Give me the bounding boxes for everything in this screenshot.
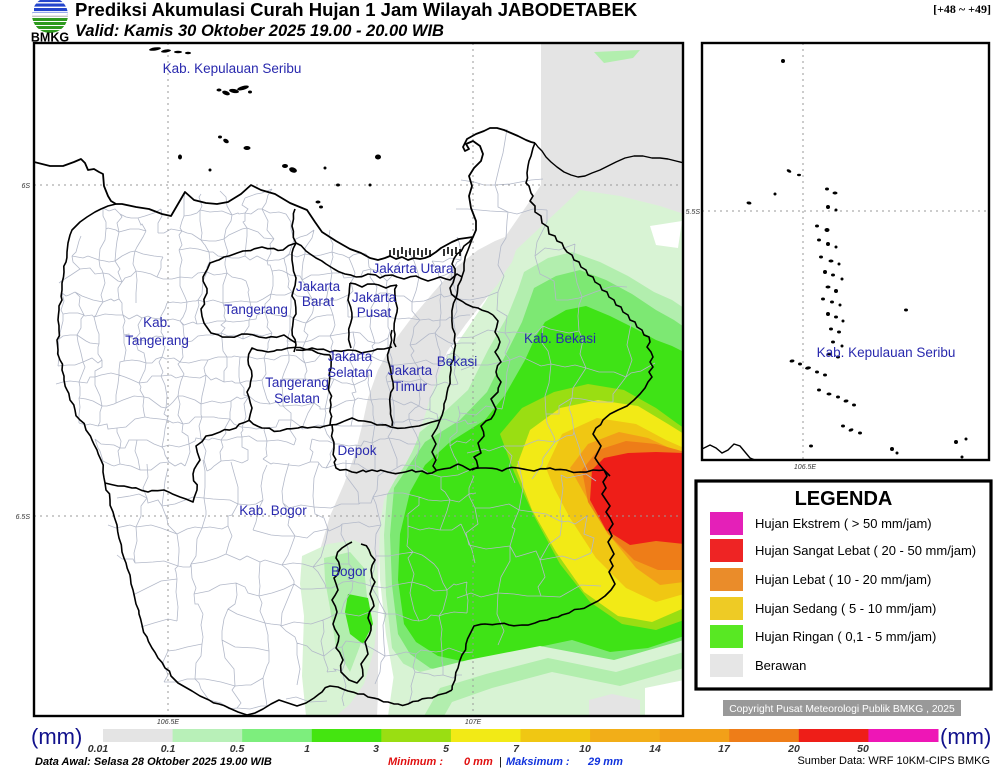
svg-text:Jakarta: Jakarta (352, 290, 397, 305)
svg-text:LEGENDA: LEGENDA (795, 488, 893, 510)
svg-text:BMKG: BMKG (31, 31, 69, 45)
svg-text:106.5E: 106.5E (794, 464, 817, 471)
svg-text:0.01: 0.01 (88, 743, 109, 755)
svg-text:1: 1 (304, 743, 310, 755)
svg-text:Kab. Bekasi: Kab. Bekasi (524, 331, 596, 346)
svg-text:10: 10 (579, 743, 591, 755)
svg-text:Jakarta: Jakarta (328, 349, 373, 364)
svg-text:Kab. Bogor: Kab. Bogor (239, 503, 307, 518)
svg-text:[+48 ~ +49]: [+48 ~ +49] (933, 2, 991, 16)
svg-text:(mm): (mm) (940, 724, 991, 749)
svg-text:Copyright Pusat Meteorologi Pu: Copyright Pusat Meteorologi Publik BMKG … (729, 704, 955, 715)
svg-text:|: | (499, 756, 502, 768)
svg-text:Kab. Kepulauan Seribu: Kab. Kepulauan Seribu (163, 61, 302, 76)
svg-text:Sumber Data: WRF 10KM-CIPS BMK: Sumber Data: WRF 10KM-CIPS BMKG (797, 755, 990, 767)
svg-text:29 mm: 29 mm (587, 756, 623, 768)
svg-text:Tangerang: Tangerang (224, 302, 288, 317)
svg-text:7: 7 (513, 743, 520, 755)
svg-text:Barat: Barat (302, 294, 335, 309)
svg-text:Tangerang: Tangerang (125, 333, 189, 348)
svg-text:107E: 107E (465, 719, 482, 726)
svg-text:Bekasi: Bekasi (437, 354, 478, 369)
svg-text:(mm): (mm) (31, 724, 82, 749)
svg-text:20: 20 (787, 743, 800, 755)
svg-text:0.5: 0.5 (230, 743, 245, 755)
svg-text:50: 50 (857, 743, 869, 755)
svg-text:Selatan: Selatan (274, 391, 320, 406)
svg-text:0 mm: 0 mm (464, 756, 493, 768)
svg-text:Hujan Ekstrem ( > 50 mm/jam): Hujan Ekstrem ( > 50 mm/jam) (755, 516, 932, 531)
svg-text:5: 5 (443, 743, 449, 755)
svg-text:Valid: Kamis 30 Oktober 2025 1: Valid: Kamis 30 Oktober 2025 19.00 - 20.… (75, 22, 444, 40)
svg-text:Hujan Lebat ( 10 - 20 mm/jam): Hujan Lebat ( 10 - 20 mm/jam) (755, 572, 931, 587)
svg-text:Timur: Timur (393, 379, 427, 394)
svg-text:3: 3 (373, 743, 379, 755)
svg-text:Berawan: Berawan (755, 658, 806, 673)
svg-text:Hujan Ringan ( 0,1 - 5 mm/jam): Hujan Ringan ( 0,1 - 5 mm/jam) (755, 629, 936, 644)
svg-text:Bogor: Bogor (331, 564, 368, 579)
svg-text:106.5E: 106.5E (157, 719, 180, 726)
svg-text:Data Awal: Selasa 28 Oktober 2: Data Awal: Selasa 28 Oktober 2025 19.00 … (35, 756, 272, 768)
svg-text:17: 17 (718, 743, 731, 755)
svg-text:14: 14 (649, 743, 661, 755)
svg-text:Maksimum :: Maksimum : (506, 756, 570, 768)
svg-text:Minimum :: Minimum : (388, 756, 443, 768)
svg-text:Selatan: Selatan (327, 365, 373, 380)
svg-text:Prediksi Akumulasi Curah Hujan: Prediksi Akumulasi Curah Hujan 1 Jam Wil… (75, 0, 638, 20)
svg-text:6S: 6S (21, 183, 30, 190)
svg-text:Pusat: Pusat (357, 305, 392, 320)
svg-text:6.5S: 6.5S (16, 514, 31, 521)
svg-text:Depok: Depok (337, 443, 376, 458)
svg-text:Jakarta: Jakarta (388, 363, 433, 378)
svg-text:Kab.: Kab. (143, 315, 171, 330)
svg-text:Tangerang: Tangerang (265, 375, 329, 390)
svg-text:5.5S: 5.5S (686, 209, 701, 216)
svg-text:Jakarta Utara: Jakarta Utara (372, 261, 454, 276)
svg-text:0.1: 0.1 (161, 743, 176, 755)
svg-text:Kab. Kepulauan Seribu: Kab. Kepulauan Seribu (817, 345, 956, 360)
svg-text:Hujan Sedang ( 5 - 10 mm/jam): Hujan Sedang ( 5 - 10 mm/jam) (755, 601, 936, 616)
svg-text:Jakarta: Jakarta (296, 279, 341, 294)
svg-text:Hujan Sangat Lebat ( 20 - 50 m: Hujan Sangat Lebat ( 20 - 50 mm/jam) (755, 543, 976, 558)
